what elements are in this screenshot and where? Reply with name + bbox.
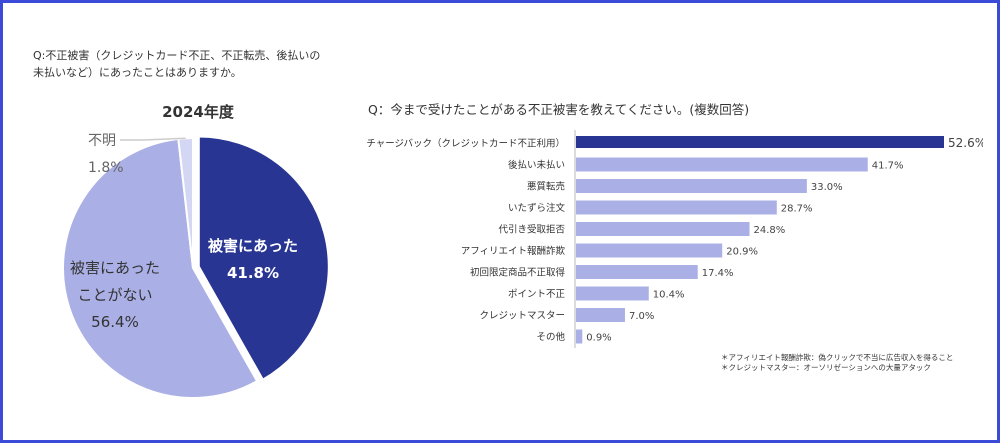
bar-value-label: 0.9% — [586, 333, 611, 344]
pie-question-line2: 未払いなど）にあったことはありますか。 — [33, 66, 242, 79]
bar-value-label: 33.0% — [811, 182, 843, 193]
bar — [576, 136, 944, 148]
bar — [576, 200, 777, 215]
footnote-credit-master: ＊クレジットマスター：オーソリゼーションへの大量アタック — [721, 363, 931, 372]
bar — [576, 329, 583, 344]
pie-value-label: 41.8% — [227, 264, 279, 282]
bar-value-label: 17.4% — [702, 268, 734, 279]
bar-value-label: 28.7% — [781, 204, 813, 215]
bar — [576, 286, 649, 301]
footnotes: ＊アフィリエイト報酬詐欺：偽クリックで不当に広告収入を得ること ＊クレジットマス… — [721, 353, 953, 373]
pie-value-label: 1.8% — [88, 160, 124, 176]
pie-category-label: 被害にあった — [208, 237, 298, 255]
bar-category-label: チャージバック（クレジットカード不正利用） — [366, 138, 565, 150]
bar-category-label: 後払い未払い — [508, 159, 565, 171]
bar-value-label: 20.9% — [726, 247, 758, 258]
bar-category-label: いたずら注文 — [508, 202, 566, 214]
bar-question: Q：今まで受けたことがある不正被害を教えてください。(複数回答) — [368, 102, 750, 117]
bar-value-label: 7.0% — [629, 311, 654, 322]
pie-title: 2024年度 — [162, 103, 234, 121]
bar-chart: チャージバック（クレジットカード不正利用） 52.6% 後払い未払い 41.7% 悪質転… — [366, 130, 983, 348]
bar-value-label: 41.7% — [872, 161, 904, 172]
pie-category-label: 不明 — [88, 133, 116, 149]
bar — [576, 179, 807, 193]
bar-category-label: 悪質転売 — [527, 181, 565, 193]
footnote-affiliate: ＊アフィリエイト報酬詐欺：偽クリックで不当に広告収入を得ること — [721, 353, 954, 362]
pie-leader-line — [120, 137, 186, 141]
bar — [576, 222, 750, 236]
bar-category-label: クレジットマスター — [479, 311, 565, 322]
bar-category-label: ポイント不正 — [508, 289, 566, 300]
bar-category-label: その他 — [536, 331, 565, 343]
pie-slice — [62, 137, 259, 399]
bar-value-label: 10.4% — [653, 290, 685, 301]
bar-category-label: アフィリエイト報酬詐欺 — [461, 245, 566, 257]
pie-category-label: ことがない — [77, 286, 152, 304]
bar — [576, 157, 868, 172]
bar — [576, 308, 625, 322]
bar — [576, 265, 698, 279]
pie-category-label: 被害にあった — [70, 259, 160, 277]
pie-slice — [197, 135, 330, 381]
bar-category-label: 代引き受取拒否 — [498, 224, 565, 236]
bar — [576, 243, 723, 258]
bar-category-label: 初回限定商品不正取得 — [470, 267, 566, 279]
pie-question: Q:不正被害（クレジットカード不正、不正転売、後払いの 未払いなど）にあったこと… — [33, 47, 363, 81]
pie-question-line1: Q:不正被害（クレジットカード不正、不正転売、後払いの — [33, 49, 321, 62]
bar-value-label: 24.8% — [754, 225, 786, 236]
bar-value-label: 52.6% — [948, 136, 983, 150]
pie-value-label: 56.4% — [91, 313, 139, 331]
